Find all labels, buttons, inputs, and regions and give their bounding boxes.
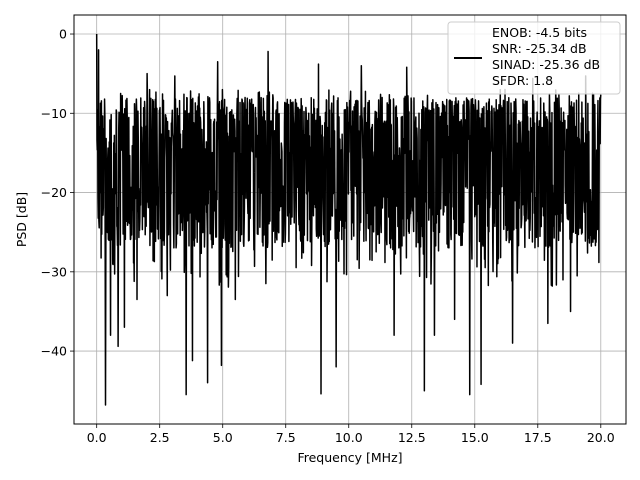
- y-tick-label: −20: [41, 185, 67, 200]
- x-axis-title: Frequency [MHz]: [297, 450, 402, 465]
- grid-lines: [74, 15, 626, 424]
- x-tick-label: 12.5: [398, 430, 426, 445]
- psd-series: [95, 34, 602, 406]
- legend-entry-enob: ENOB: -4.5 bits: [492, 25, 587, 40]
- y-axis-ticks: 0 −10 −20 −30 −40: [41, 27, 74, 359]
- y-tick-label: −40: [41, 344, 67, 359]
- legend-entry-sinad: SINAD: -25.36 dB: [492, 57, 600, 72]
- legend: ENOB: -4.5 bits SNR: -25.34 dB SINAD: -2…: [447, 21, 621, 95]
- y-tick-label: −30: [41, 264, 67, 279]
- plot-frame: [73, 14, 627, 425]
- y-tick-label: 0: [59, 27, 67, 42]
- x-tick-label: 5.0: [213, 430, 233, 445]
- x-tick-label: 2.5: [150, 430, 170, 445]
- legend-box: [447, 21, 621, 95]
- x-tick-label: 7.5: [276, 430, 296, 445]
- x-tick-label: 10.0: [335, 430, 363, 445]
- x-axis-ticks: 0.0 2.5 5.0 7.5 10.0 12.5 15.0 17.5 20.0: [87, 424, 615, 445]
- x-tick-label: 15.0: [461, 430, 489, 445]
- legend-entry-sfdr: SFDR: 1.8: [492, 73, 553, 88]
- x-tick-label: 17.5: [524, 430, 552, 445]
- legend-entry-snr: SNR: -25.34 dB: [492, 41, 587, 56]
- y-tick-label: −10: [41, 106, 67, 121]
- x-tick-label: 20.0: [587, 430, 615, 445]
- y-axis-title: PSD [dB]: [14, 192, 29, 247]
- x-tick-label: 0.0: [87, 430, 107, 445]
- psd-line: [95, 34, 602, 406]
